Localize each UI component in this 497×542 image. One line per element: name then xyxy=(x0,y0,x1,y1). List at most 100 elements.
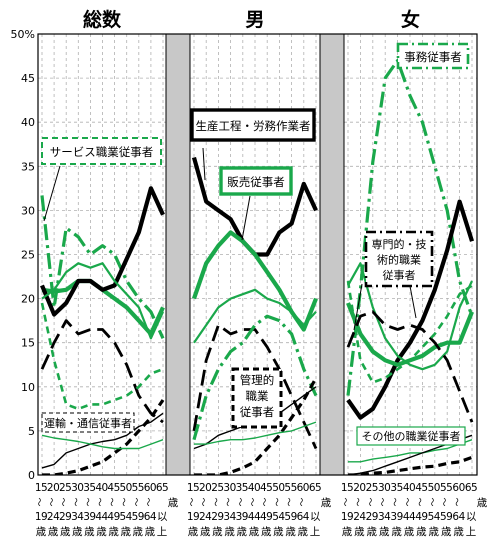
x-tick-label: 〜 xyxy=(222,497,232,506)
x-tick-label: 歳 xyxy=(237,526,248,538)
x-tick-label: 24 xyxy=(199,511,212,523)
x-tick-label: 59 xyxy=(132,511,144,523)
x-tick-label: 歳 xyxy=(120,526,131,538)
x-tick-label: 〜 xyxy=(283,497,293,506)
x-tick-label: 34 xyxy=(71,511,84,523)
series-line xyxy=(192,314,318,441)
x-tick-label: 54 xyxy=(120,511,133,523)
x-tick-label: 50 xyxy=(428,482,440,494)
x-tick-label: 54 xyxy=(428,511,441,523)
series-line xyxy=(41,412,164,469)
x-tick-label: 15 xyxy=(341,482,353,494)
x-tick-label: 〜 xyxy=(33,497,43,506)
series-line xyxy=(40,195,165,339)
x-tick-label: 49 xyxy=(415,511,427,523)
x-tick-label: 〜 xyxy=(81,497,91,506)
series-line xyxy=(41,434,164,450)
panel-3-series xyxy=(346,58,475,475)
x-tick-label: 歳 xyxy=(273,526,284,538)
x-tick-label: 〜 xyxy=(451,497,461,506)
x-tick-label: 60 xyxy=(144,482,156,494)
x-tick-label: 54 xyxy=(272,511,285,523)
x-tick-label: 44 xyxy=(95,511,108,523)
x-tick-label: 歳 xyxy=(224,526,235,538)
annotation-label: 専門的・技 xyxy=(372,237,427,251)
y-tick-label: 20 xyxy=(21,293,35,306)
x-tick-label: 歳 xyxy=(354,526,365,538)
annotation-box xyxy=(231,367,283,429)
x-tick-label: 〜 xyxy=(413,497,423,506)
leader-line xyxy=(409,285,417,319)
x-tick-label: 歳 xyxy=(145,526,156,538)
x-tick-label: 39 xyxy=(83,511,95,523)
y-tick-label: 5 xyxy=(28,425,35,438)
x-tick-label: 歳 xyxy=(212,526,223,538)
x-tick-label: 59 xyxy=(440,511,452,523)
x-tick-label: 35 xyxy=(236,482,248,494)
annotation-label: 事務従事者 xyxy=(404,50,462,64)
x-tick-label: 歳 xyxy=(285,526,296,538)
x-tick-label: 34 xyxy=(378,511,391,523)
x-tick-label: 〜 xyxy=(389,497,399,506)
annotation-label: 販売従事者 xyxy=(227,175,285,189)
x-tick-label: 〜 xyxy=(351,497,361,506)
series-line xyxy=(347,262,473,371)
leader-line xyxy=(43,165,61,222)
y-tick-label: 0 xyxy=(28,469,35,482)
y-tick-label: 30 xyxy=(21,204,35,217)
x-tick-label: 〜 xyxy=(106,497,116,506)
x-tick-label: 55 xyxy=(284,482,296,494)
x-tick-label: 歳 xyxy=(188,526,199,538)
panel-title: 総数 xyxy=(83,8,122,31)
x-tick-label: 45 xyxy=(415,482,427,494)
x-tick-label: 65 xyxy=(156,482,168,494)
series-line xyxy=(194,421,317,445)
x-tick-label: 〜 xyxy=(246,497,256,506)
x-tick-label: 歳 xyxy=(298,526,309,538)
x-tick-label: 〜 xyxy=(57,497,67,506)
x-tick-label: 40 xyxy=(248,482,260,494)
annotation-label: 従事者 xyxy=(240,405,275,419)
x-tick-label: 29 xyxy=(59,511,71,523)
annotation-label: 管理的 xyxy=(240,373,275,387)
x-tick-label: 20 xyxy=(199,482,211,494)
x-tick-label: 44 xyxy=(248,511,261,523)
annotation-label: 生産工程・労務作業者 xyxy=(196,119,311,133)
y-tick-label: 10 xyxy=(21,381,35,394)
x-tick-label: 39 xyxy=(390,511,402,523)
x-tick-label: 〜 xyxy=(118,497,128,506)
x-tick-label: 35 xyxy=(83,482,95,494)
x-tick-label: 〜 xyxy=(295,497,305,506)
x-tick-label: 50 xyxy=(272,482,284,494)
x-tick-label: 歳 xyxy=(48,526,59,538)
annotation-box xyxy=(356,426,466,446)
x-tick-label: 〜 xyxy=(376,497,386,506)
x-tick-label: 上 xyxy=(157,526,168,538)
x-tick-label: 〜 xyxy=(197,497,207,506)
annotation-label: 従事者 xyxy=(383,269,416,282)
x-tick-label: 〜 xyxy=(270,497,280,506)
x-tick-label: 歳 xyxy=(477,497,488,509)
x-tick-label: 歳 xyxy=(379,526,390,538)
x-tick-label: 歳 xyxy=(60,526,71,538)
x-tick-label: 〜 xyxy=(209,497,219,506)
leader-line xyxy=(241,195,251,241)
panel-title: 女 xyxy=(401,8,420,31)
x-tick-label: 64 xyxy=(144,511,157,523)
series-line xyxy=(42,399,165,475)
x-tick-label: 65 xyxy=(465,482,477,494)
x-tick-label: 24 xyxy=(353,511,366,523)
x-tick-label: 39 xyxy=(236,511,248,523)
x-tick-label: 歳 xyxy=(249,526,260,538)
series-line xyxy=(346,280,473,384)
x-tick-label: 〜 xyxy=(339,497,349,506)
x-tick-label: 15 xyxy=(35,482,47,494)
x-tick-label: 40 xyxy=(403,482,415,494)
x-tick-label: 歳 xyxy=(36,526,47,538)
x-tick-label: 49 xyxy=(107,511,119,523)
x-tick-label: 55 xyxy=(132,482,144,494)
x-tick-label: 〜 xyxy=(69,497,79,506)
x-tick-label: 歳 xyxy=(200,526,211,538)
x-tick-label: 30 xyxy=(378,482,390,494)
